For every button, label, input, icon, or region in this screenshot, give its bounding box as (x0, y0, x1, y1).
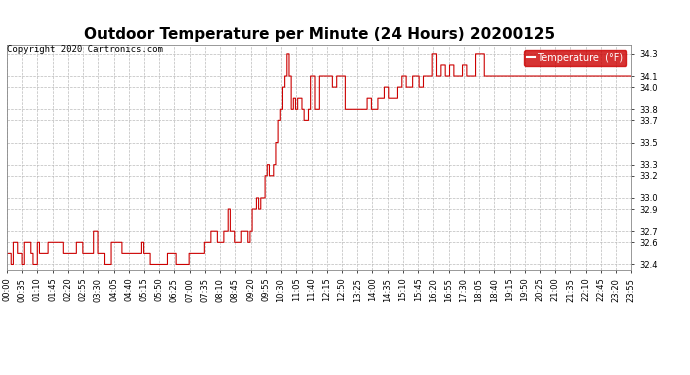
Title: Outdoor Temperature per Minute (24 Hours) 20200125: Outdoor Temperature per Minute (24 Hours… (83, 27, 555, 42)
Text: Copyright 2020 Cartronics.com: Copyright 2020 Cartronics.com (7, 45, 163, 54)
Legend: Temperature  (°F): Temperature (°F) (524, 50, 627, 66)
